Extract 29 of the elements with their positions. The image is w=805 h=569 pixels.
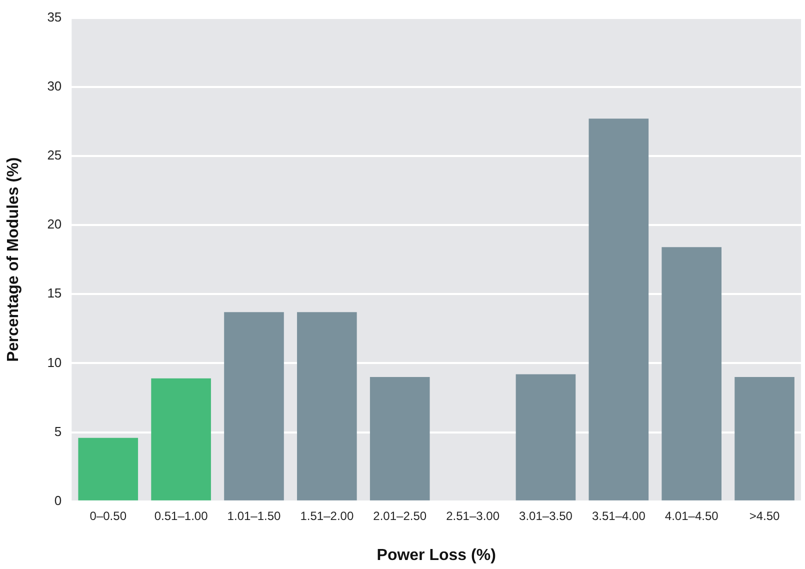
y-tick-label: 25: [47, 148, 62, 163]
bar: [151, 378, 211, 500]
x-tick-label: 3.01–3.50: [519, 508, 573, 523]
bar: [516, 374, 576, 500]
bar: [588, 118, 649, 500]
x-tick-label: 0–0.50: [90, 508, 127, 523]
x-tick-label: 0.51–1.00: [154, 508, 208, 523]
y-tick-label: 30: [47, 78, 62, 94]
y-axis-title: Percentage of Modules (%): [5, 157, 22, 362]
y-tick-label: 5: [54, 424, 62, 439]
x-tick-label: 4.01–4.50: [664, 508, 719, 523]
y-tick-label: 15: [47, 286, 62, 301]
y-tick-label: 35: [47, 9, 62, 24]
x-tick-label: 2.51–3.00: [446, 508, 500, 523]
x-tick-label: 1.51–2.00: [300, 508, 354, 523]
bar: [370, 377, 430, 500]
x-tick-label: 3.51–4.00: [592, 508, 646, 523]
y-tick-label: 10: [47, 354, 62, 370]
x-axis-title: Power Loss (%): [376, 546, 496, 564]
bar: [734, 377, 794, 500]
x-tick-label: 2.01–2.50: [373, 508, 427, 523]
x-tick-label: 1.01–1.50: [227, 508, 282, 523]
bar: [297, 312, 357, 500]
y-tick-label: 20: [47, 216, 62, 232]
x-tick-label: >4.50: [749, 508, 780, 523]
y-tick-label: 0: [54, 492, 62, 508]
bar: [78, 438, 138, 500]
bar: [662, 247, 722, 500]
bar: [224, 312, 284, 500]
